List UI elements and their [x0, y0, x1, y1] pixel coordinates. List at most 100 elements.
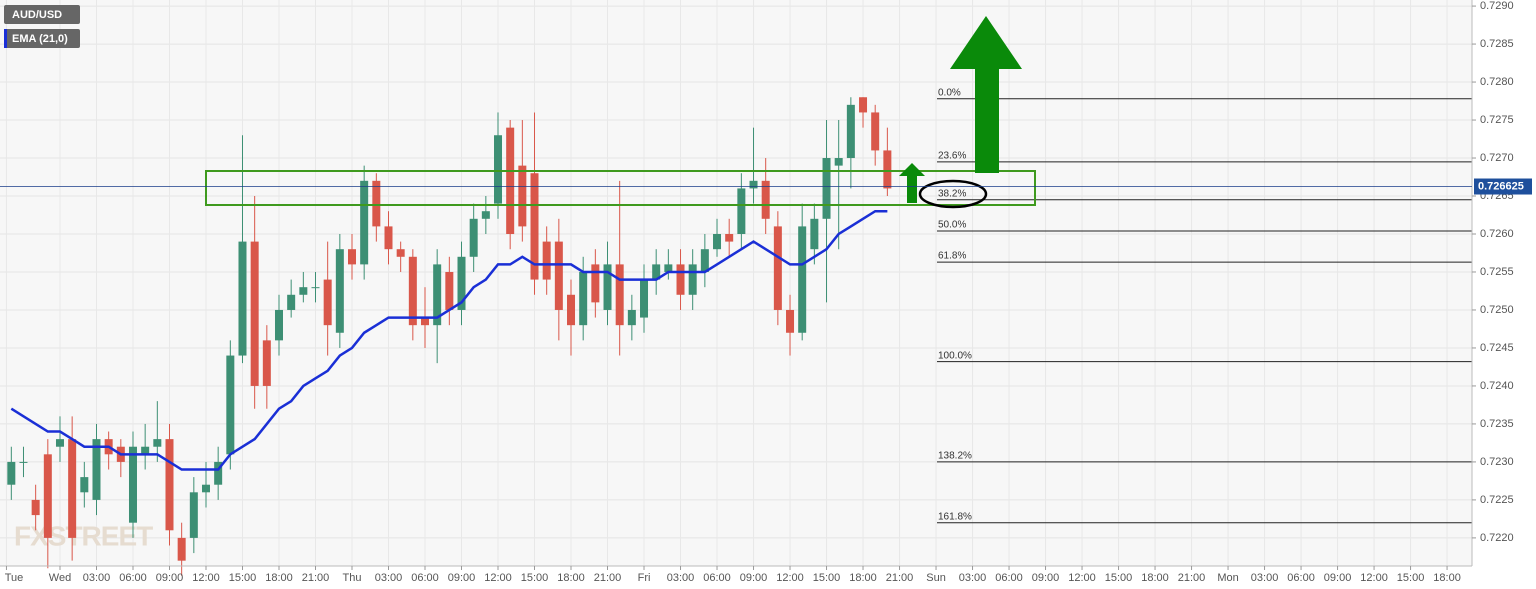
candle-body — [274, 309, 283, 341]
x-tick-label: 15:00 — [521, 572, 549, 584]
candle-body — [421, 317, 430, 326]
fib-label: 161.8% — [938, 511, 972, 522]
x-tick-label: Fri — [638, 572, 651, 584]
candle-body — [433, 264, 442, 326]
candle-body — [737, 188, 746, 234]
candle-body — [299, 287, 308, 295]
candle-body — [664, 264, 673, 272]
candle-body — [457, 256, 466, 310]
candle-body — [287, 294, 296, 310]
candle-body — [43, 454, 52, 538]
candle-body — [348, 249, 356, 265]
candle-body — [92, 439, 101, 500]
y-tick-label: 0.7225 — [1480, 494, 1514, 506]
x-tick-label: 03:00 — [667, 572, 695, 584]
x-tick-label: 12:00 — [484, 572, 512, 584]
candle-body — [518, 165, 527, 227]
big-arrow — [950, 16, 1022, 173]
fib-label: 61.8% — [938, 251, 966, 262]
candle-body — [238, 241, 247, 356]
candle-body — [761, 180, 770, 219]
y-tick-label: 0.7255 — [1480, 266, 1514, 278]
candle-body — [786, 309, 795, 333]
y-tick-label: 0.7245 — [1480, 342, 1514, 354]
candle-body — [834, 158, 843, 166]
last-price-label: 0.726625 — [1478, 180, 1524, 192]
candle-body — [445, 271, 454, 310]
fib-label: 138.2% — [938, 451, 972, 462]
candle-body — [554, 241, 563, 310]
candle-body — [408, 256, 417, 326]
x-tick-label: 15:00 — [1397, 572, 1425, 584]
candle-body — [177, 537, 186, 561]
candle-body — [822, 158, 831, 219]
candle-body — [579, 271, 588, 326]
candle-body — [469, 218, 478, 257]
x-tick-label: 03:00 — [959, 572, 987, 584]
x-tick-label: 06:00 — [119, 572, 147, 584]
candle-body — [700, 249, 709, 272]
legend-ema-box — [4, 29, 80, 48]
candle-body — [250, 241, 259, 386]
legend-symbol: AUD/USD — [12, 9, 62, 21]
x-tick-label: 12:00 — [1068, 572, 1096, 584]
candle-body — [226, 355, 235, 455]
x-tick-label: 06:00 — [1287, 572, 1315, 584]
x-tick-label: 21:00 — [886, 572, 914, 584]
candle-body — [859, 97, 868, 113]
candles — [7, 97, 892, 576]
fib-levels: 0.0% 23.6% 38.2% 50.0% 61.8% 100.0% 138.2% 161.… — [937, 87, 1472, 524]
y-tick-label: 0.7270 — [1480, 152, 1514, 164]
x-tick-label: 06:00 — [411, 572, 439, 584]
candle-body — [542, 241, 551, 280]
x-tick-label: 18:00 — [1433, 572, 1461, 584]
fib-label: 0.0% — [938, 87, 961, 98]
legend-ema: EMA (21,0) — [12, 33, 68, 45]
candle-body — [591, 264, 600, 303]
candle-body — [7, 461, 16, 485]
candle-body — [68, 439, 77, 538]
x-tick-label: 12:00 — [1360, 572, 1388, 584]
ema — [10, 209, 888, 471]
candle-body — [883, 150, 892, 189]
highlight-ellipse — [918, 179, 988, 209]
x-tick-label: Sun — [926, 572, 946, 584]
candle-body — [725, 233, 734, 242]
last-price-box — [1474, 178, 1532, 195]
x-tick-label: 03:00 — [1251, 572, 1279, 584]
candle-body — [494, 135, 503, 204]
fib-label: 23.6% — [938, 150, 966, 161]
y-tick-label: 0.7280 — [1480, 76, 1514, 88]
small-arrow — [899, 163, 925, 203]
y-tick-label: 0.7220 — [1480, 532, 1514, 544]
candle-body — [31, 499, 40, 516]
y-tick-label: 0.7285 — [1480, 38, 1514, 50]
x-tick-label: Tue — [5, 572, 24, 584]
candle-body — [189, 492, 198, 538]
resistance-zone — [205, 170, 1036, 206]
candle-body — [396, 249, 405, 257]
x-tick-label: Mon — [1217, 572, 1238, 584]
x-tick-label: 21:00 — [1178, 572, 1206, 584]
candle-body — [506, 127, 515, 234]
candle-body — [384, 226, 393, 250]
x-tick-label: 15:00 — [229, 572, 257, 584]
candle-body — [481, 211, 490, 219]
candle-body — [713, 233, 722, 250]
candle-body — [165, 439, 174, 531]
candle-body — [214, 461, 223, 485]
candle-body — [640, 279, 649, 318]
candle-body — [372, 180, 381, 227]
x-tick-label: 09:00 — [740, 572, 768, 584]
x-tick-label: 18:00 — [265, 572, 293, 584]
y-tick-label: 0.7260 — [1480, 228, 1514, 240]
x-tick-label: 15:00 — [813, 572, 841, 584]
x-tick-label: Thu — [343, 572, 362, 584]
x-tick-label: 09:00 — [1324, 572, 1352, 584]
y-tick-label: 0.7235 — [1480, 418, 1514, 430]
candle-body — [19, 461, 28, 463]
x-tick-label: 21:00 — [594, 572, 622, 584]
fib-label: 100.0% — [938, 350, 972, 361]
candle-body — [749, 180, 758, 189]
candle-body — [311, 287, 320, 289]
